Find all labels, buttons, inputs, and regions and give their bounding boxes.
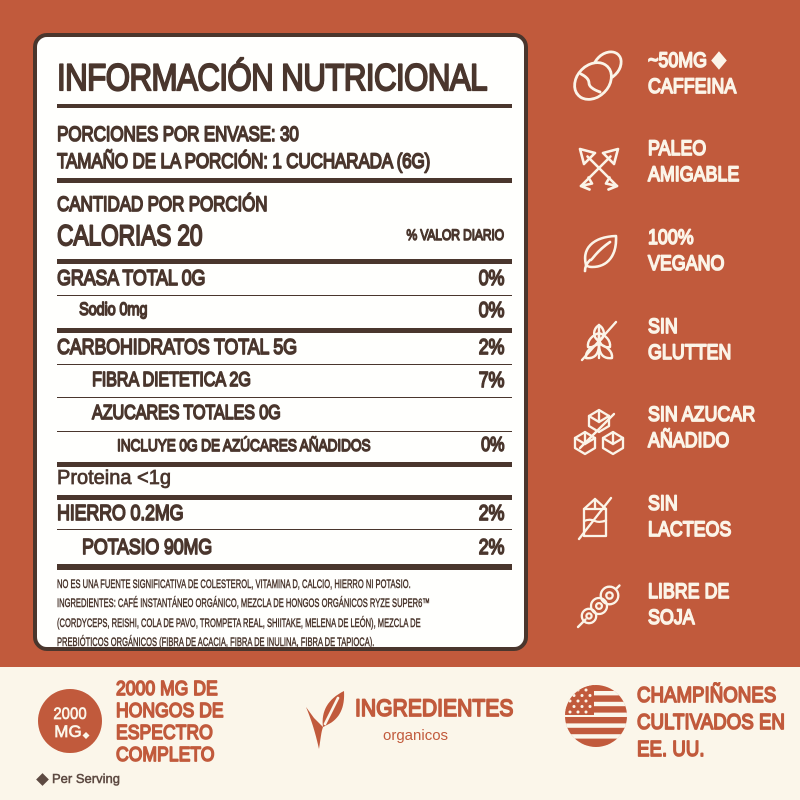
svg-text:2000: 2000 <box>53 705 86 723</box>
svg-text:MG: MG <box>54 722 81 741</box>
